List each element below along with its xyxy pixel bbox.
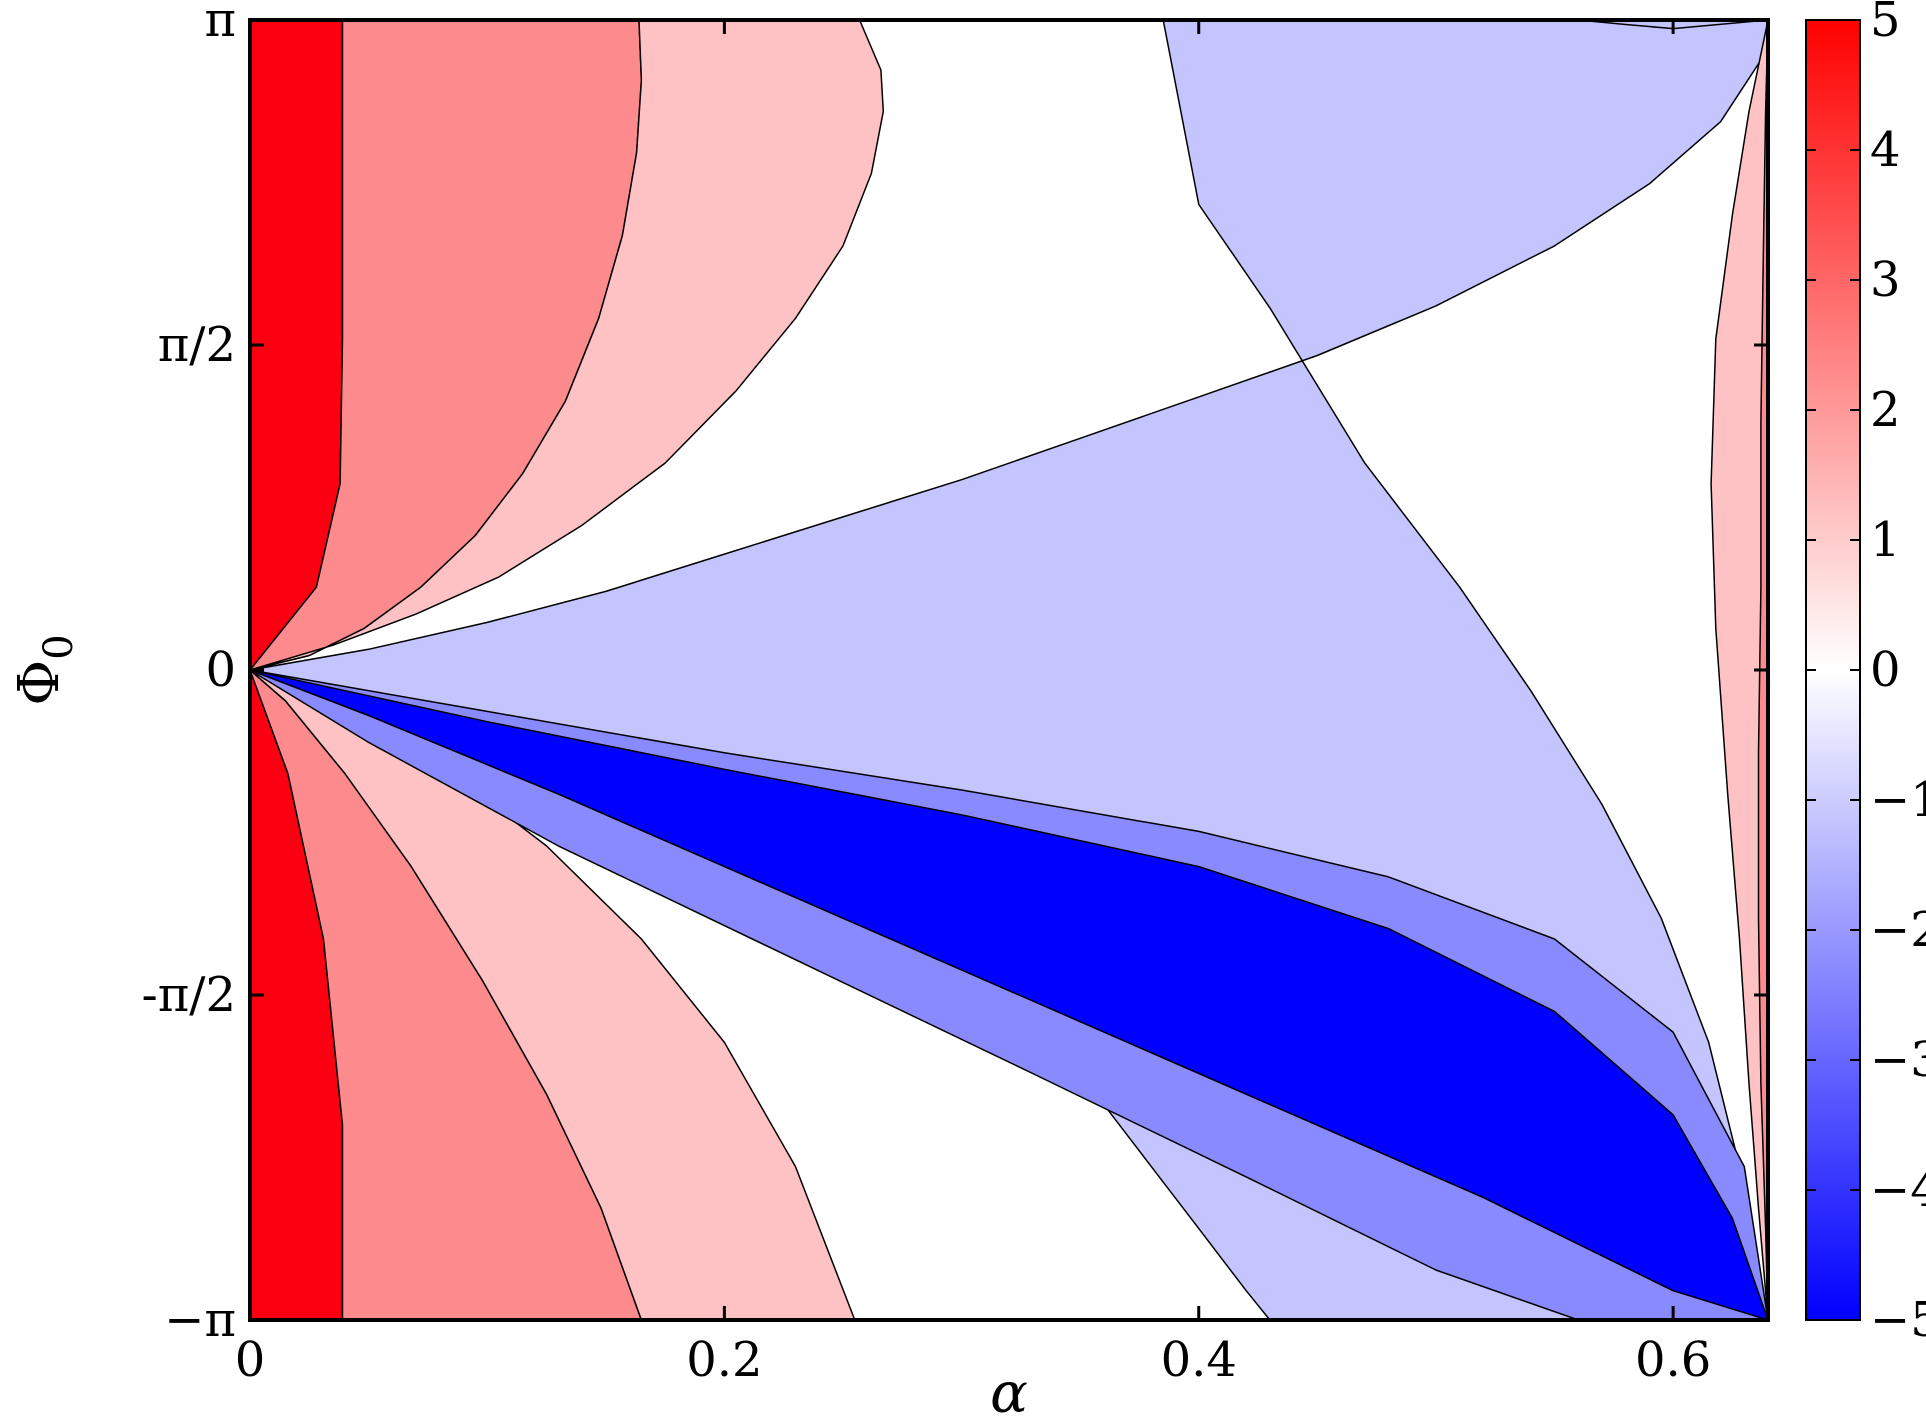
colorbar-tick-label-4: 1 — [1870, 512, 1901, 568]
colorbar-tick-label-9: −4 — [1870, 1162, 1926, 1218]
colorbar-tick-label-6: −1 — [1870, 772, 1926, 828]
x-axis-label: α — [990, 1361, 1028, 1426]
colorbar-tick-label-10: −5 — [1870, 1292, 1926, 1348]
colorbar-tick-label-0: 5 — [1870, 0, 1901, 48]
y-axis-label: Φ — [7, 660, 72, 706]
colorbar-tick-label-7: −2 — [1870, 902, 1926, 958]
y-tick-label-3: π/2 — [158, 317, 236, 373]
x-tick-label-0: 0 — [235, 1332, 266, 1388]
y-tick-label-4: π — [204, 0, 236, 48]
svg-text:Φ0: Φ0 — [7, 634, 82, 705]
colorbar-tick-label-8: −3 — [1870, 1032, 1926, 1088]
colorbar-tick-label-3: 2 — [1870, 382, 1901, 438]
y-tick-label-0: −π — [164, 1292, 236, 1348]
colorbar-tick-label-2: 3 — [1870, 252, 1901, 308]
contour-region-6 — [250, 669, 1768, 1320]
y-axis-ticks: −π -π/2 0 π/2 π — [142, 0, 1768, 1348]
x-tick-label-2: 0.4 — [1161, 1332, 1237, 1388]
y-axis-label-group: Φ0 — [7, 634, 82, 705]
colorbar-ticks: 5 4 3 2 1 0 −1 −2 −3 −4 −5 — [1806, 0, 1926, 1348]
x-tick-label-3: 0.6 — [1635, 1332, 1711, 1388]
colorbar-tick-label-1: 4 — [1870, 122, 1901, 178]
contour-regions — [250, 20, 1768, 1320]
y-tick-label-1: -π/2 — [142, 967, 236, 1023]
contour-region-7 — [1710, 20, 1768, 1320]
contour-region-5 — [250, 669, 1768, 1320]
y-tick-label-2: 0 — [205, 642, 236, 698]
contour-region-2 — [250, 20, 885, 1320]
x-axis-ticks: 0 0.2 0.4 0.6 — [235, 20, 1711, 1388]
colorbar-tick-label-5: 0 — [1870, 642, 1901, 698]
y-axis-label-subscript: 0 — [36, 634, 82, 659]
x-tick-label-1: 0.2 — [686, 1332, 762, 1388]
